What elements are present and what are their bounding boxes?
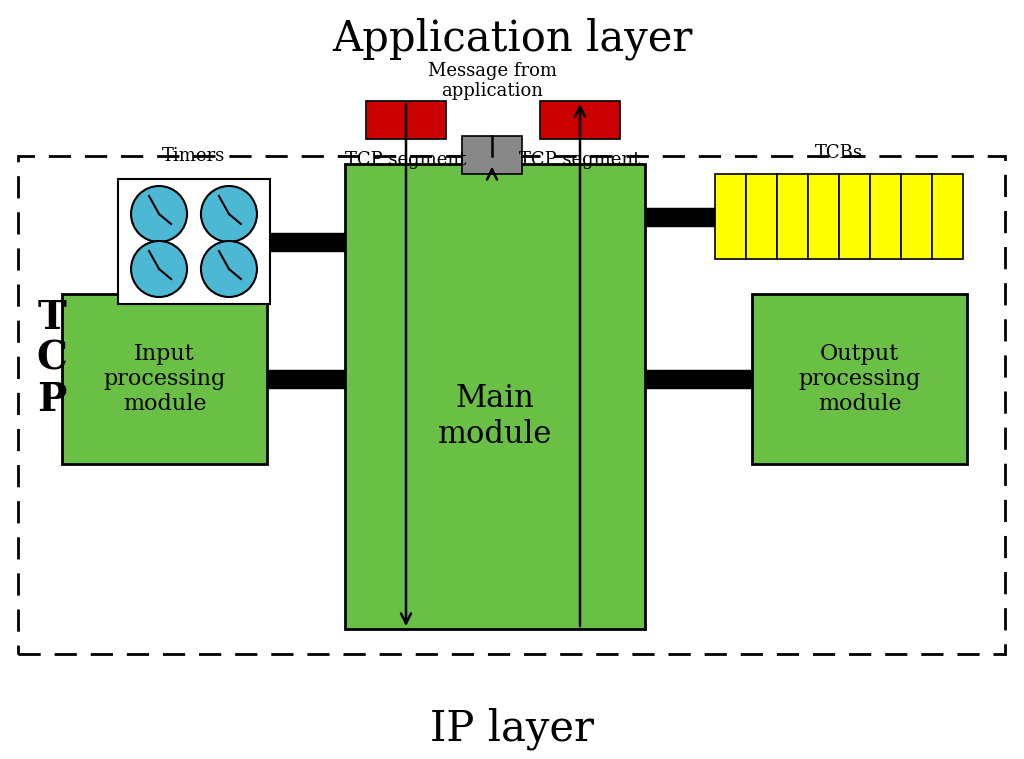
Circle shape <box>131 186 187 242</box>
Text: TCBs: TCBs <box>815 144 863 162</box>
Text: Timers: Timers <box>163 147 225 165</box>
Bar <box>932 174 963 259</box>
Text: Main
module: Main module <box>438 383 552 450</box>
Bar <box>870 174 901 259</box>
Bar <box>901 174 932 259</box>
Bar <box>62 294 267 464</box>
Bar <box>18 156 1005 654</box>
Bar <box>752 294 967 464</box>
Bar <box>715 174 746 259</box>
Bar <box>839 174 870 259</box>
Circle shape <box>131 241 187 297</box>
Bar <box>118 179 270 304</box>
Bar <box>777 174 808 259</box>
Bar <box>808 174 839 259</box>
Bar <box>540 101 620 139</box>
Text: Input
processing
module: Input processing module <box>103 342 225 415</box>
Bar <box>746 174 777 259</box>
Text: IP layer: IP layer <box>430 707 594 750</box>
Bar <box>366 101 446 139</box>
Text: TCP segment: TCP segment <box>345 151 467 169</box>
Text: Output
processing
module: Output processing module <box>799 342 921 415</box>
Bar <box>345 164 645 629</box>
Text: Application layer: Application layer <box>332 17 692 60</box>
Bar <box>462 136 522 174</box>
Circle shape <box>201 186 257 242</box>
Circle shape <box>201 241 257 297</box>
Text: Message from
application: Message from application <box>427 61 556 100</box>
Text: TCP segment: TCP segment <box>519 151 641 169</box>
Text: T
C
P: T C P <box>37 299 68 419</box>
